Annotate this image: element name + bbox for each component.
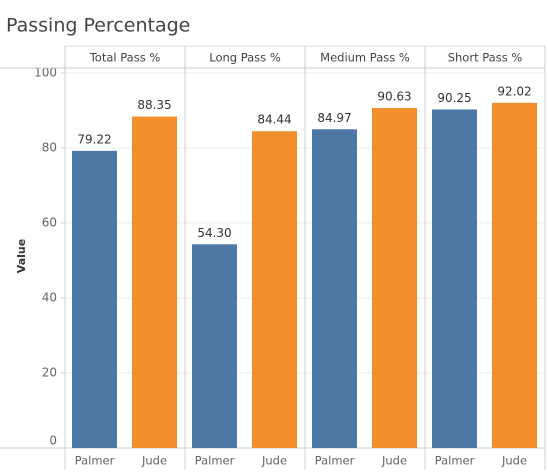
- facet-label: Medium Pass %: [320, 51, 410, 65]
- bar: [72, 150, 117, 448]
- value-label: 90.25: [437, 91, 471, 105]
- x-tick-label: Palmer: [435, 454, 475, 468]
- bar: [492, 102, 537, 448]
- facet-label: Short Pass %: [448, 51, 523, 65]
- y-tick-label: 80: [42, 140, 57, 154]
- bar: [372, 108, 417, 448]
- x-tick-label: Jude: [141, 454, 167, 468]
- value-label: 54.30: [197, 226, 231, 240]
- y-tick-label: 60: [42, 215, 57, 229]
- facet-label: Total Pass %: [89, 51, 161, 65]
- chart-title: Passing Percentage: [6, 15, 190, 37]
- bar: [432, 109, 477, 448]
- bar: [252, 131, 297, 449]
- value-label: 92.02: [497, 84, 531, 98]
- bar: [192, 244, 237, 448]
- value-label: 88.35: [137, 98, 171, 112]
- value-label: 90.63: [377, 90, 411, 104]
- y-tick-label: 100: [34, 65, 57, 79]
- value-label: 79.22: [77, 132, 111, 146]
- value-label: 84.44: [257, 113, 291, 127]
- x-tick-label: Palmer: [315, 454, 355, 468]
- y-tick-label: 20: [42, 365, 57, 379]
- value-label: 84.97: [317, 111, 351, 125]
- y-axis-label: Value: [15, 239, 28, 273]
- x-tick-label: Palmer: [75, 454, 115, 468]
- x-tick-label: Jude: [501, 454, 527, 468]
- facet-label: Long Pass %: [209, 51, 281, 65]
- x-tick-label: Jude: [261, 454, 287, 468]
- x-tick-label: Jude: [381, 454, 407, 468]
- bar: [312, 129, 357, 449]
- y-tick-label: 0: [49, 434, 57, 448]
- y-tick-label: 40: [42, 290, 57, 304]
- bar: [132, 116, 177, 448]
- x-tick-label: Palmer: [195, 454, 235, 468]
